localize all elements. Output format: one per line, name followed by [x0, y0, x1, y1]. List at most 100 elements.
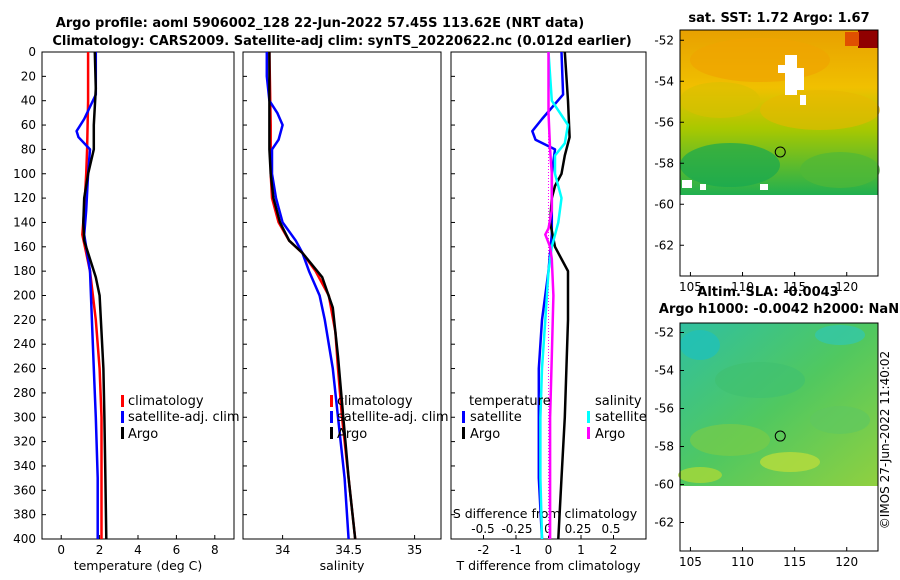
x-tick-label: 8	[211, 543, 219, 557]
y-tick-label: 180	[13, 264, 36, 278]
x-axis-label: T difference from climatology	[455, 558, 641, 573]
temperature-legend: climatology satellite-adj. clim Argo	[121, 394, 240, 442]
map-y-tick-label: -60	[654, 197, 674, 211]
y-tick-label: 340	[13, 459, 36, 473]
map-y-tick-label: -52	[654, 33, 674, 47]
legend-swatch-satellite	[330, 411, 333, 423]
map-y-tick-label: -62	[654, 516, 674, 530]
series-line-s-satellite	[539, 51, 570, 540]
legend-label-t-satellite: satellite	[470, 410, 522, 425]
legend-title-salinity: salinity	[595, 394, 642, 409]
sla-map: Altim. SLA: -0.0043 Argo h1000: -0.0042 …	[654, 285, 899, 569]
map-x-tick-label: 120	[835, 555, 858, 569]
sst-field	[680, 30, 880, 195]
map-y-tick-label: -52	[654, 326, 674, 340]
y-tick-label: 60	[21, 118, 36, 132]
top-x-axis-label: S difference from climatology	[453, 506, 638, 521]
sla-map-title: Altim. SLA: -0.0043	[697, 285, 838, 300]
sla-map-axes: -52 -54 -56 -58 -60 -62 105 110 115 120	[654, 326, 858, 570]
x-tick-label: 34	[275, 543, 290, 557]
figure-title-line2: Climatology: CARS2009. Satellite-adj cli…	[52, 34, 631, 49]
map-x-tick-label: 105	[679, 280, 702, 294]
map-y-tick-label: -54	[654, 364, 674, 378]
imos-credit: ©IMOS 27-Jun-2022 11:40:02	[878, 351, 892, 529]
legend-label-climatology: climatology	[337, 394, 413, 409]
legend-label-argo: Argo	[337, 427, 367, 442]
sla-high-patch	[690, 424, 770, 456]
y-tick-label: 400	[13, 532, 36, 546]
sst-map: sat. SST: 1.72 Argo: 1.67 -52 -54 -56 -58 -6…	[654, 11, 880, 294]
y-tick-label: 0	[28, 45, 36, 59]
map-y-tick-label: -58	[654, 440, 674, 454]
plot-frame	[41, 51, 235, 540]
x-tick-label: -1	[510, 543, 522, 557]
map-y-tick-label: -56	[654, 115, 674, 129]
map-y-tick-label: -60	[654, 478, 674, 492]
sst-warm-patch	[690, 38, 830, 82]
x-axis-label: salinity	[320, 558, 365, 573]
sla-high-patch	[760, 452, 820, 472]
x-tick-label: 2	[610, 543, 618, 557]
legend-swatch-argo	[330, 427, 333, 439]
legend-label-s-argo: Argo	[595, 427, 625, 442]
temperature-panel: 0204060801001201401601802002202402602803…	[13, 45, 235, 573]
legend-title-temperature: temperature	[469, 394, 551, 409]
map-x-tick-label: 115	[783, 555, 806, 569]
legend-label-s-satellite: satellite	[595, 410, 647, 425]
sst-map-title: sat. SST: 1.72 Argo: 1.67	[688, 11, 869, 26]
difference-legend: temperature satellite Argo salinity sate…	[462, 394, 647, 442]
legend-label-t-argo: Argo	[470, 427, 500, 442]
y-tick-label: 100	[13, 167, 36, 181]
salinity-legend: climatology satellite-adj. clim Argo	[330, 394, 449, 442]
y-tick-label: 80	[21, 142, 36, 156]
argo-float-marker	[774, 430, 786, 442]
y-tick-label: 240	[13, 337, 36, 351]
y-tick-label: 220	[13, 313, 36, 327]
y-tick-label: 120	[13, 191, 36, 205]
y-tick-label: 280	[13, 386, 36, 400]
sst-warm-patch	[760, 90, 880, 130]
legend-swatch-s-satellite	[587, 411, 590, 423]
top-x-tick-label: -0.25	[501, 522, 532, 536]
series-line-argo	[268, 52, 357, 540]
legend-swatch-argo	[121, 427, 124, 439]
legend-label-climatology: climatology	[128, 394, 204, 409]
sla-high-patch	[678, 467, 722, 483]
legend-label-satellite: satellite-adj. clim	[337, 410, 449, 425]
sst-hot-corner	[858, 30, 878, 48]
sst-map-axes: -52 -54 -56 -58 -60 -62 105 110 115 120	[654, 33, 858, 294]
sst-cloud-gap	[700, 184, 706, 190]
y-tick-label: 260	[13, 362, 36, 376]
x-tick-label: 6	[173, 543, 181, 557]
sst-cloud-gap	[800, 95, 806, 105]
map-y-tick-label: -56	[654, 402, 674, 416]
salinity-panel: 34 34.5 35 salinity	[242, 51, 442, 573]
top-x-tick-label: -0.5	[471, 522, 494, 536]
sst-cloud-gap	[778, 65, 786, 73]
legend-swatch-climatology	[121, 395, 124, 407]
argo-float-marker	[774, 146, 786, 158]
series-line-t-argo	[548, 51, 571, 540]
sst-cloud-gap	[792, 68, 804, 90]
map-y-tick-label: -54	[654, 74, 674, 88]
legend-label-argo: Argo	[128, 427, 158, 442]
y-tick-label: 380	[13, 508, 36, 522]
sst-warm-patch	[680, 82, 760, 118]
top-x-tick-label: 0.5	[601, 522, 620, 536]
sla-field	[678, 323, 878, 486]
map-x-tick-label: 110	[731, 555, 754, 569]
y-tick-label: 300	[13, 410, 36, 424]
figure-title-line1: Argo profile: aoml 5906002_128 22-Jun-20…	[56, 16, 584, 31]
series-line-satellite-adj-clim	[75, 52, 99, 539]
legend-swatch-climatology	[330, 395, 333, 407]
y-tick-label: 140	[13, 215, 36, 229]
y-tick-label: 20	[21, 69, 36, 83]
sla-low-patch	[815, 325, 865, 345]
difference-panel: -2 -1 0 1 2T difference from climatology S di…	[450, 51, 647, 573]
series-line-satellite-adj-clim	[265, 52, 350, 540]
map-y-tick-label: -58	[654, 156, 674, 170]
sla-map-frame	[679, 322, 879, 552]
legend-swatch-t-satellite	[462, 411, 465, 423]
plot-frame	[242, 51, 442, 540]
sla-low-patch	[680, 330, 720, 360]
